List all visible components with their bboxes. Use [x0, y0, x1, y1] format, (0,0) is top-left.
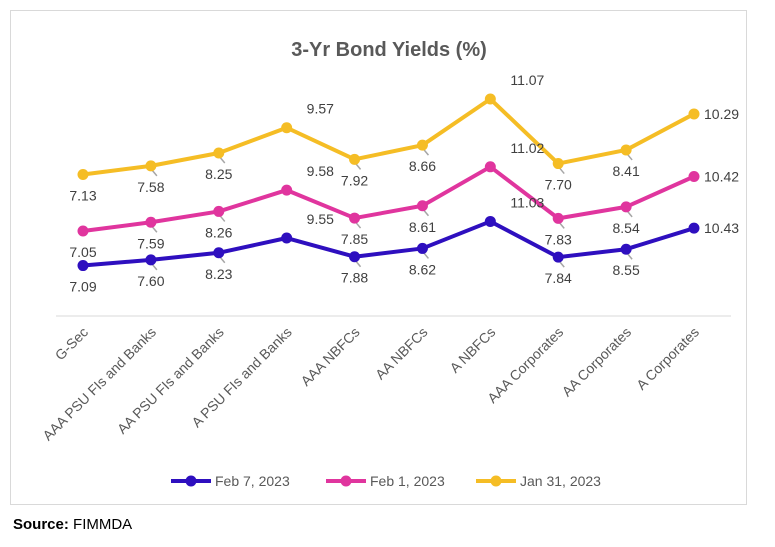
data-point [349, 251, 361, 263]
data-label: 7.59 [137, 235, 164, 251]
chart-title: 3-Yr Bond Yields (%) [291, 39, 487, 61]
data-point [552, 212, 564, 224]
series-feb-1-2023 [77, 161, 700, 237]
data-point [281, 184, 293, 196]
data-point [213, 247, 225, 259]
data-label: 8.55 [612, 262, 639, 278]
data-point [620, 243, 632, 255]
series-line [82, 164, 695, 233]
data-label: 7.85 [341, 231, 368, 247]
data-label: 7.83 [545, 231, 572, 247]
data-point [416, 200, 428, 212]
data-point [77, 225, 89, 237]
data-point [281, 122, 293, 134]
data-point [688, 171, 700, 183]
data-point [145, 254, 157, 266]
legend-swatch-marker [185, 475, 197, 487]
line-chart: 3-Yr Bond Yields (%) 7.09 7.60 8.23 9.55 7.8… [39, 39, 739, 489]
data-point [349, 212, 361, 224]
data-label: 9.55 [307, 211, 334, 227]
data-label: 8.61 [409, 219, 436, 235]
data-labels: 7.09 7.60 8.23 9.55 7.88 8.62 11.03 7.84 8.55 10.… [69, 72, 739, 295]
legend-label: Feb 7, 2023 [215, 473, 290, 489]
category-label: G-Sec [52, 324, 91, 363]
legend: Feb 7, 2023 Feb 1, 2023 Jan 31, 2023 [171, 473, 601, 489]
data-point [77, 260, 89, 272]
data-label: 11.02 [510, 140, 544, 156]
data-label: 8.25 [205, 166, 232, 182]
data-label: 10.43 [704, 220, 739, 236]
data-point [145, 216, 157, 228]
legend-label: Feb 1, 2023 [370, 473, 445, 489]
data-point [281, 232, 293, 244]
series-layer [77, 93, 700, 272]
data-point [213, 205, 225, 217]
data-label: 8.62 [409, 261, 436, 277]
data-label: 7.92 [341, 172, 368, 188]
data-point [484, 93, 496, 105]
data-point [213, 147, 225, 159]
data-point [416, 139, 428, 151]
data-label: 7.09 [69, 279, 96, 295]
category-label: AA Corporates [559, 324, 635, 400]
data-label: 7.58 [137, 179, 164, 195]
series-line [82, 219, 695, 268]
data-point [552, 158, 564, 170]
series-jan-31-2023 [77, 93, 700, 180]
data-label: 8.23 [205, 266, 232, 282]
data-label: 10.42 [704, 169, 739, 185]
legend-item-feb-7-2023: Feb 7, 2023 [171, 473, 290, 489]
source-label: Source: [13, 516, 69, 533]
data-point [688, 108, 700, 120]
data-label: 10.29 [704, 106, 739, 122]
category-label: AA NBFCs [372, 324, 431, 383]
legend-swatch-marker [490, 475, 502, 487]
data-label: 7.05 [69, 244, 96, 260]
data-label: 11.03 [510, 194, 544, 210]
category-label: A Corporates [633, 324, 702, 393]
category-label: AAA PSU FIs and Banks [39, 324, 159, 444]
data-point [620, 144, 632, 156]
data-label: 7.60 [137, 273, 164, 289]
series-feb-7-2023 [77, 215, 700, 272]
data-label: 7.70 [545, 177, 572, 193]
chart-frame: 3-Yr Bond Yields (%) 7.09 7.60 8.23 9.55 7.8… [10, 10, 747, 505]
data-label: 9.57 [307, 101, 334, 117]
category-label: AAA NBFCs [297, 324, 362, 389]
data-point [77, 168, 89, 180]
series-line [82, 97, 695, 177]
data-label: 8.41 [612, 163, 639, 179]
data-label: 7.13 [69, 187, 96, 203]
data-label: 7.84 [545, 270, 572, 286]
legend-swatch-marker [340, 475, 352, 487]
source-value: FIMMDA [73, 516, 133, 533]
data-label: 11.07 [510, 72, 544, 88]
legend-item-jan-31-2023: Jan 31, 2023 [476, 473, 601, 489]
data-label: 8.26 [205, 224, 232, 240]
data-point [145, 160, 157, 172]
data-label: 9.58 [307, 163, 334, 179]
data-label: 8.54 [612, 220, 639, 236]
data-label: 7.88 [341, 270, 368, 286]
source-note: Source: FIMMDA [13, 516, 132, 533]
data-label: 8.66 [409, 158, 436, 174]
data-point [688, 222, 700, 234]
data-point [552, 251, 564, 263]
legend-item-feb-1-2023: Feb 1, 2023 [326, 473, 445, 489]
data-point [484, 215, 496, 227]
data-point [349, 153, 361, 165]
data-point [620, 201, 632, 213]
data-point [416, 242, 428, 254]
legend-label: Jan 31, 2023 [520, 473, 601, 489]
category-label: A NBFCs [446, 324, 498, 376]
data-point [484, 161, 496, 173]
